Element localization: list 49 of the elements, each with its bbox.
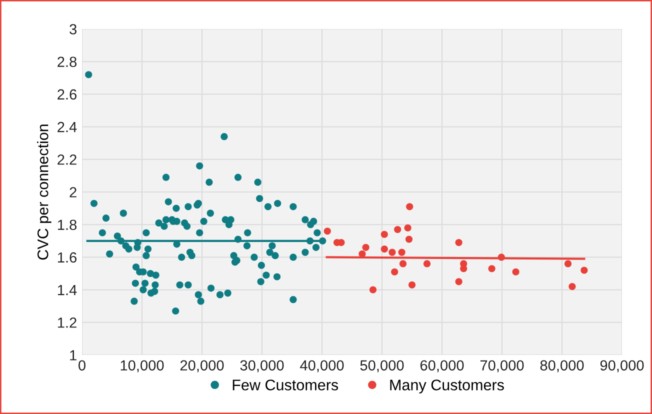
x-tick-label: 90,000 [600, 360, 644, 372]
x-tick-label: 20,000 [180, 360, 224, 372]
x-tick-label: 50,000 [360, 360, 404, 372]
x-tick-label: 30,000 [240, 360, 284, 372]
point [423, 260, 431, 268]
x-tick-label: 70,000 [480, 360, 524, 372]
point [498, 254, 505, 261]
y-tick-label: 1.2 [58, 318, 76, 328]
y-tick-label: 1.6 [58, 252, 76, 263]
point [391, 268, 398, 276]
point [408, 281, 416, 288]
x-tick-label: 80,000 [540, 360, 584, 372]
y-tick-label: 1.8 [58, 220, 77, 230]
legend-label: Few Customers [232, 380, 338, 390]
point [460, 265, 468, 272]
point [568, 283, 576, 290]
y-axis-title: CVC per connection [37, 124, 52, 260]
point [488, 265, 496, 272]
point [399, 260, 407, 268]
y-tick-label: 1 [70, 350, 76, 360]
point [394, 226, 402, 234]
point [564, 260, 572, 268]
y-tick-label: 2.8 [58, 56, 77, 68]
point [358, 250, 366, 258]
point [406, 203, 414, 210]
point [388, 248, 396, 256]
y-tick-label: 2.2 [58, 154, 76, 165]
point [512, 268, 520, 276]
y-tick-label: 2 [70, 187, 76, 198]
point [405, 236, 413, 243]
x-tick-label: 40,000 [300, 360, 344, 372]
legend-label: Many Customers [390, 380, 504, 394]
point [455, 238, 462, 246]
x-tick-label: 10,000 [120, 360, 164, 372]
y-tick-label: 3 [70, 24, 76, 34]
x-tick-label: 60,000 [420, 360, 464, 372]
point [380, 246, 388, 253]
point [398, 248, 406, 256]
point [362, 244, 370, 251]
point [455, 278, 462, 286]
y-tick-label: 1.4 [58, 285, 77, 296]
point [324, 228, 331, 235]
x-tick-label: 0 [78, 360, 86, 371]
y-tick-label: 2.4 [58, 122, 77, 132]
point [580, 266, 588, 274]
y-tick-label: 2.6 [58, 89, 76, 100]
point [404, 224, 412, 232]
point [380, 230, 388, 238]
point [369, 286, 377, 294]
